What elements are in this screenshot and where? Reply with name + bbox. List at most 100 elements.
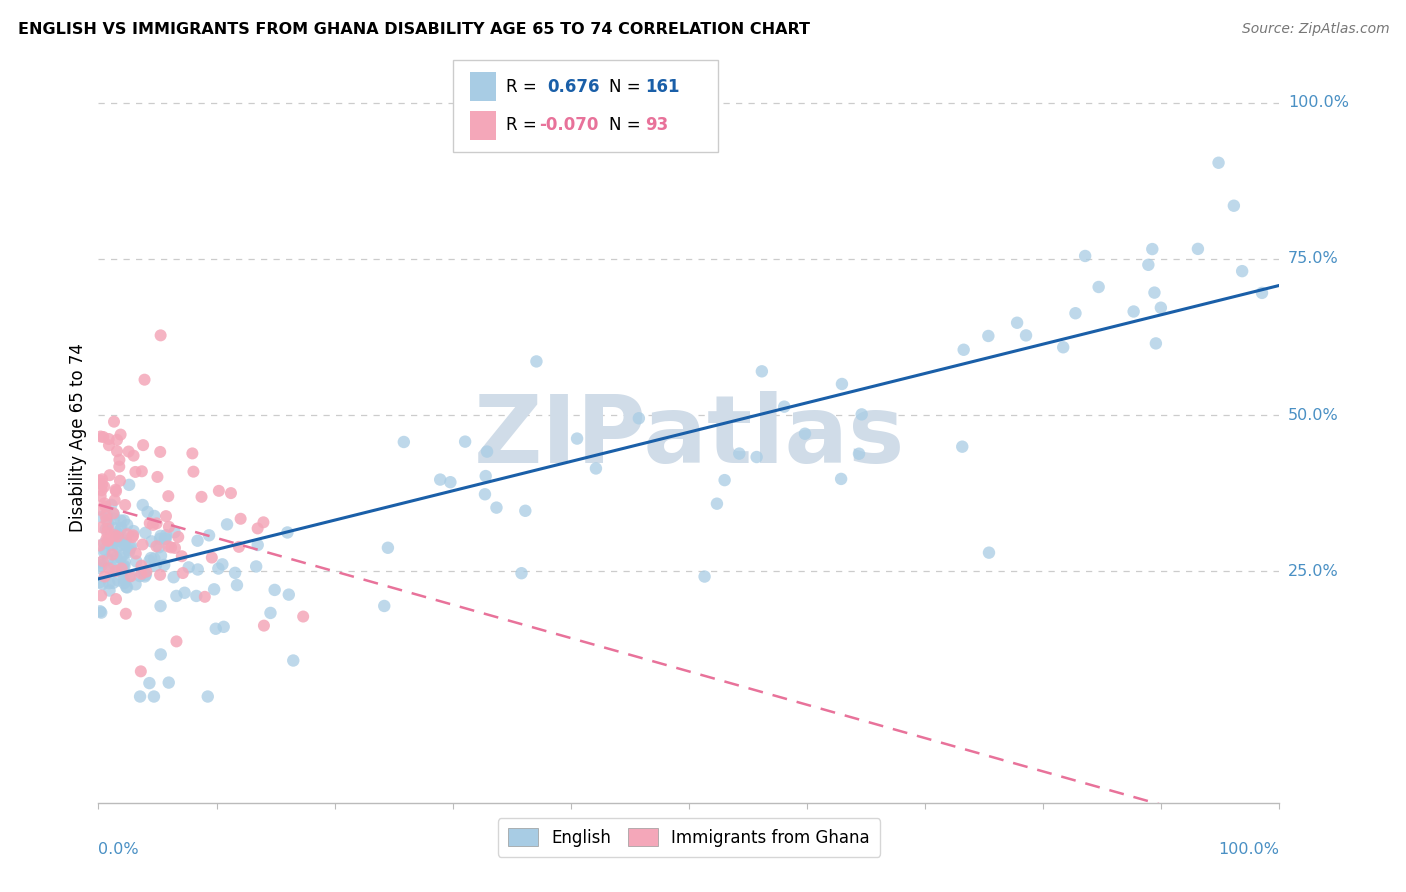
Point: [104, 528, 127, 542]
Point: [134, 525, 156, 540]
Point: [165, 589, 187, 603]
Point: [207, 561, 229, 575]
Point: [97, 432, 120, 446]
Point: [91, 577, 114, 591]
Point: [103, 575, 125, 590]
Point: [485, 500, 508, 515]
Point: [851, 408, 873, 422]
Point: [377, 541, 399, 555]
Point: [142, 517, 165, 532]
Point: [187, 533, 209, 548]
FancyBboxPatch shape: [471, 72, 496, 102]
Point: [706, 497, 728, 511]
Point: [110, 514, 132, 528]
Point: [108, 474, 131, 488]
Text: 0.676: 0.676: [547, 78, 600, 95]
Point: [131, 537, 153, 551]
Point: [1251, 285, 1274, 300]
Point: [93, 479, 115, 493]
Point: [229, 512, 252, 526]
Point: [1005, 316, 1028, 330]
Text: ENGLISH VS IMMIGRANTS FROM GHANA DISABILITY AGE 65 TO 74 CORRELATION CHART: ENGLISH VS IMMIGRANTS FROM GHANA DISABIL…: [18, 22, 810, 37]
Point: [122, 528, 145, 542]
Point: [129, 569, 152, 583]
Point: [263, 582, 285, 597]
Point: [89, 575, 111, 590]
Point: [157, 489, 180, 503]
Point: [115, 517, 138, 532]
Point: [475, 444, 498, 458]
Point: [93, 569, 115, 583]
Point: [111, 548, 134, 562]
Point: [172, 566, 194, 580]
Point: [110, 427, 132, 442]
Point: [138, 554, 160, 568]
Point: [98, 576, 121, 591]
Point: [177, 560, 200, 574]
Point: [90, 558, 112, 573]
Point: [952, 343, 974, 357]
Point: [91, 472, 114, 486]
Point: [90, 589, 112, 603]
Point: [94, 508, 117, 523]
Point: [292, 609, 315, 624]
Point: [98, 468, 121, 483]
Text: N =: N =: [609, 117, 645, 135]
Point: [215, 517, 238, 532]
Point: [108, 459, 131, 474]
Point: [392, 434, 415, 449]
Point: [142, 690, 165, 704]
Point: [145, 539, 167, 553]
Point: [105, 484, 128, 499]
Point: [111, 561, 134, 575]
Point: [131, 498, 153, 512]
Point: [157, 540, 180, 554]
Point: [89, 502, 111, 516]
Point: [429, 473, 451, 487]
Point: [143, 508, 166, 523]
Point: [124, 577, 146, 591]
Point: [848, 447, 870, 461]
Point: [204, 622, 226, 636]
Point: [136, 505, 159, 519]
Point: [89, 561, 111, 575]
Point: [105, 550, 128, 565]
Point: [114, 533, 136, 548]
Point: [112, 576, 135, 591]
Point: [162, 570, 184, 584]
Point: [246, 538, 269, 552]
Point: [100, 561, 122, 575]
Point: [146, 470, 169, 484]
Point: [950, 440, 973, 454]
Point: [1187, 242, 1209, 256]
Point: [103, 512, 125, 526]
Point: [183, 465, 205, 479]
Point: [104, 483, 127, 497]
Point: [105, 433, 128, 447]
Point: [1087, 280, 1109, 294]
Point: [728, 446, 751, 460]
Point: [1143, 285, 1166, 300]
Point: [114, 607, 136, 621]
Point: [167, 530, 190, 544]
Point: [121, 530, 143, 544]
Point: [103, 507, 125, 521]
Point: [160, 541, 183, 555]
Point: [110, 521, 132, 535]
Text: 0.0%: 0.0%: [98, 842, 139, 856]
Point: [103, 506, 125, 520]
Point: [112, 536, 135, 550]
Point: [1230, 264, 1253, 278]
Point: [226, 578, 249, 592]
FancyBboxPatch shape: [453, 61, 718, 152]
Point: [526, 354, 548, 368]
Text: 75.0%: 75.0%: [1288, 252, 1339, 267]
Point: [105, 444, 128, 458]
Point: [107, 540, 129, 554]
Point: [114, 555, 136, 569]
Point: [150, 549, 173, 563]
Point: [97, 516, 120, 531]
Text: ZIPatlas: ZIPatlas: [474, 391, 904, 483]
Point: [94, 522, 117, 536]
Point: [104, 564, 127, 578]
